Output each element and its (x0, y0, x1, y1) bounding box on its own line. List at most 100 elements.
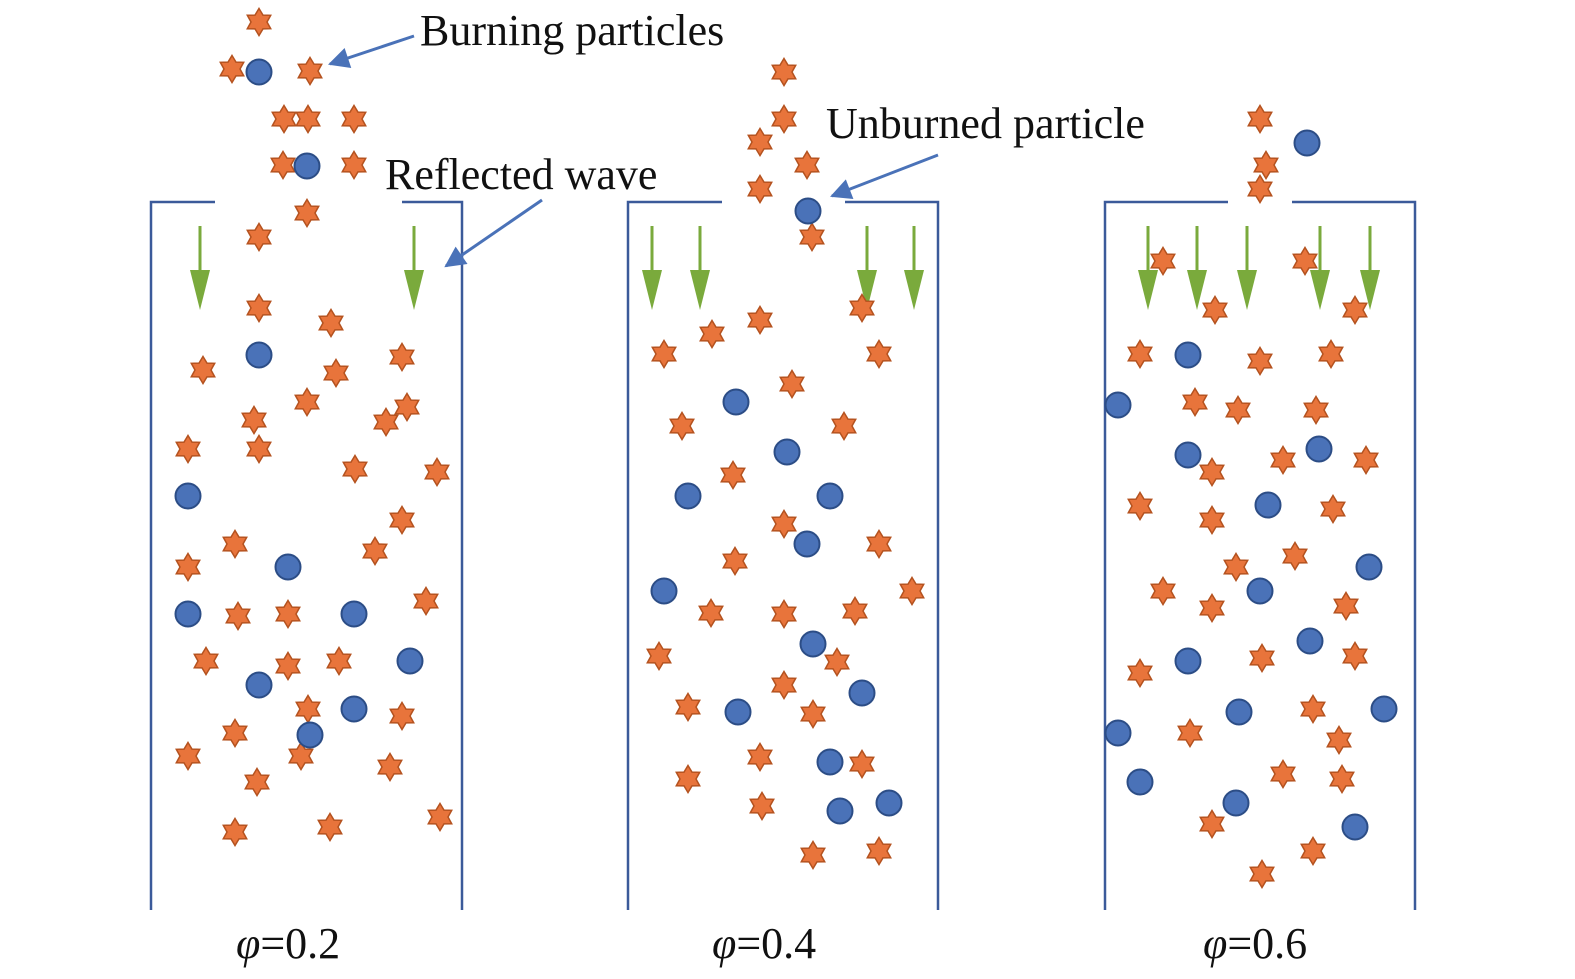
burning-particle-icon (866, 836, 892, 866)
wave-arrow-head (1310, 270, 1330, 310)
burning-particle-icon (317, 812, 343, 842)
unburned-particle-icon (340, 600, 368, 628)
wave-arrow-head (904, 270, 924, 310)
burning-particle-icon (341, 104, 367, 134)
burning-particle-icon (1182, 387, 1208, 417)
burning-particle-icon (225, 601, 251, 631)
wave-arrow-head (642, 270, 662, 310)
burning-particle-icon (675, 692, 701, 722)
burning-particle-icon (175, 741, 201, 771)
burning-particle-icon (1292, 246, 1318, 276)
wave-arrow (1360, 226, 1380, 310)
burning-particle-icon (190, 355, 216, 385)
burning-particle-icon (389, 505, 415, 535)
burning-particle-icon (1199, 809, 1225, 839)
wave-arrow (1138, 226, 1158, 310)
burning-particle-icon (1199, 593, 1225, 623)
unburned-particle-icon (773, 438, 801, 466)
unburned-particle-icon (816, 482, 844, 510)
burning-particle-icon (749, 791, 775, 821)
burning-particle-icon (270, 150, 296, 180)
wave-arrow-head (1360, 270, 1380, 310)
burning-particle-icon (747, 742, 773, 772)
burning-particle-icon (698, 598, 724, 628)
burning-particle-icon (246, 293, 272, 323)
wave-arrow-head (857, 270, 877, 310)
unburned-particle-icon (340, 695, 368, 723)
tube-2 (626, 200, 940, 910)
burning-particle-icon (341, 150, 367, 180)
unburned-particle-icon (875, 789, 903, 817)
burning-particle-icon (1282, 541, 1308, 571)
burning-particle-icon (771, 670, 797, 700)
unburned-particle-icon (1222, 789, 1250, 817)
tubes (149, 200, 1417, 910)
unburned-particle-icon (245, 341, 273, 369)
burning-particle-icon (1177, 718, 1203, 748)
burning-particle-icon (424, 457, 450, 487)
burning-particle-icon (699, 319, 725, 349)
unburned-particle-icon (1174, 341, 1202, 369)
caption-value: =0.4 (736, 919, 816, 968)
burning-particle-icon (1300, 694, 1326, 724)
burning-particle-icon (1249, 859, 1275, 889)
reflected-wave-label: Reflected wave (385, 150, 657, 199)
burning-particle-icon (824, 647, 850, 677)
burning-particle-icon (297, 56, 323, 86)
wave-arrow (1187, 226, 1207, 310)
caption-symbol: φ (712, 919, 736, 968)
unburned-particle-icon (793, 530, 821, 558)
burning-particle-icon (377, 752, 403, 782)
unburned-particle-icon (848, 679, 876, 707)
unburned-particle-icon (1104, 719, 1132, 747)
burning-particle-icon (720, 460, 746, 490)
burning-particles-label: Burning particles (420, 6, 724, 55)
burning-particle-icon (1247, 346, 1273, 376)
unburned-particle-icon (816, 748, 844, 776)
burning-particle-icon (246, 222, 272, 252)
tube-3 (1103, 200, 1417, 910)
caption-phi-0-6: φ=0.6 (1203, 919, 1307, 968)
unburned-particle-icon (1126, 768, 1154, 796)
unburned-particle-icon (274, 553, 302, 581)
burning-particle-icon (1223, 552, 1249, 582)
unburned-particle-icon (1296, 627, 1324, 655)
burning-particle-icon (222, 529, 248, 559)
burning-particle-icon (288, 741, 314, 771)
burning-particle-icon (1270, 445, 1296, 475)
wave-arrow (857, 226, 877, 310)
burning-particle-icon (246, 434, 272, 464)
unburned-particle-icon (293, 152, 321, 180)
burning-particle-icon (771, 509, 797, 539)
wave-arrow-head (1237, 270, 1257, 310)
burning-particle-icon (1199, 457, 1225, 487)
burning-particle-icon (646, 641, 672, 671)
burning-particle-icon (323, 358, 349, 388)
wave-arrow-head (1187, 270, 1207, 310)
burning-particle-icon (275, 599, 301, 629)
burning-particle-icon (1342, 641, 1368, 671)
burning-particle-icon (1225, 395, 1251, 425)
unburned-particle-icon (1355, 553, 1383, 581)
unburned-particle-icon (245, 671, 273, 699)
burning-particle-icon (1127, 339, 1153, 369)
unburned-particle-icon (174, 600, 202, 628)
burning-particle-icon (722, 546, 748, 576)
burning-particle-icon (1127, 658, 1153, 688)
unburned-particle-icon (1305, 435, 1333, 463)
unburned-particle-icon (826, 797, 854, 825)
unburned-particle-icon (1174, 441, 1202, 469)
unburned-particle-label: Unburned particle (826, 99, 1145, 148)
burning-particle-icon (373, 407, 399, 437)
burning-particle-icon (794, 150, 820, 180)
burning-particle-icon (294, 387, 320, 417)
caption-phi-0-4: φ=0.4 (712, 919, 816, 968)
burning-particle-icon (175, 434, 201, 464)
burning-particle-icon (1342, 295, 1368, 325)
wave-arrow (1310, 226, 1330, 310)
wave-arrow (904, 226, 924, 310)
wave-arrow-head (1138, 270, 1158, 310)
burning-particle-icon (362, 536, 388, 566)
burning-particle-icon (271, 104, 297, 134)
